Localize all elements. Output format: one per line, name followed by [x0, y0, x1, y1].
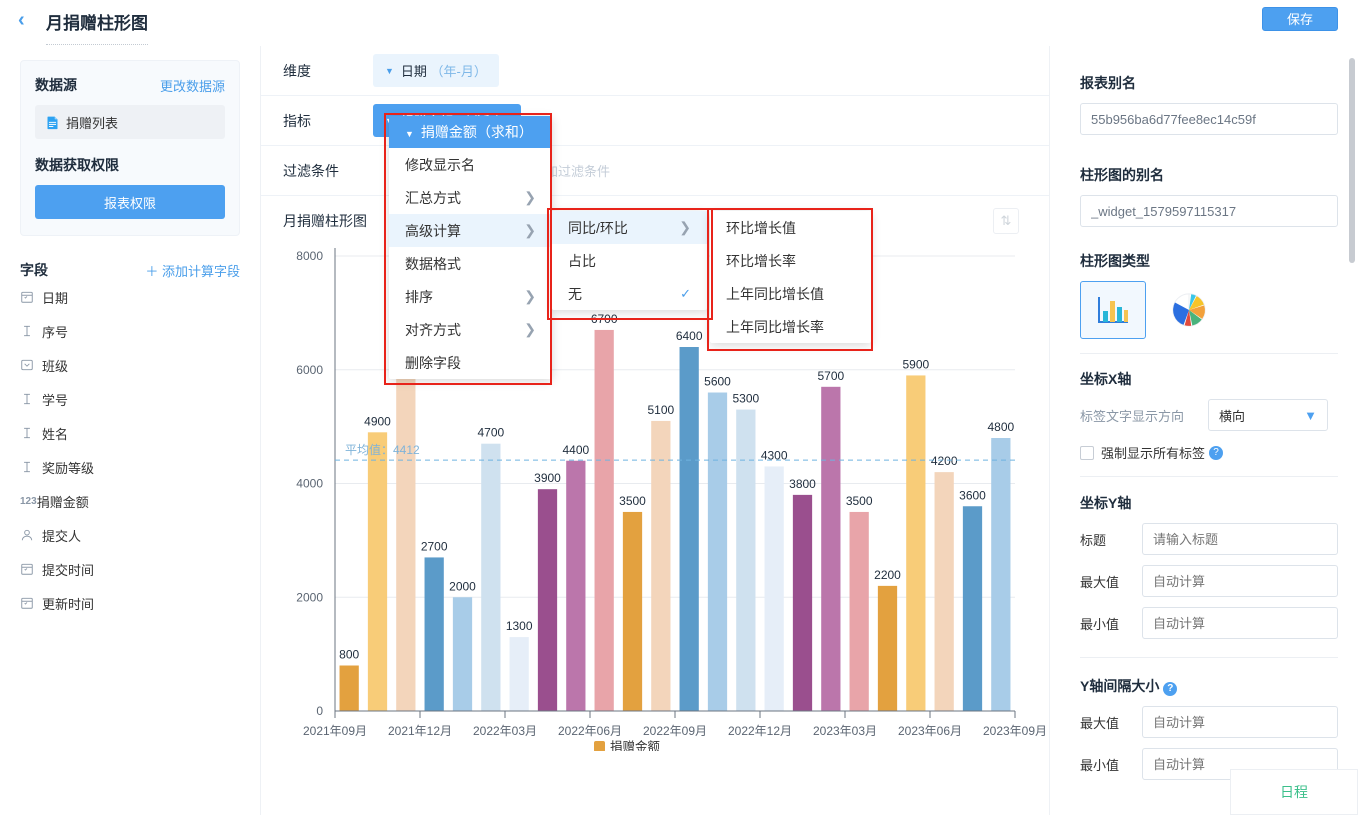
svg-text:8000: 8000	[296, 249, 323, 263]
svg-text:2000: 2000	[296, 590, 323, 604]
svg-text:3500: 3500	[846, 494, 873, 508]
svg-text:5100: 5100	[647, 403, 674, 417]
svg-text:3900: 3900	[534, 471, 561, 485]
svg-text:4300: 4300	[761, 448, 788, 462]
svg-text:2023年03月: 2023年03月	[813, 724, 877, 738]
svg-text:800: 800	[339, 648, 359, 662]
svg-text:3500: 3500	[619, 494, 646, 508]
svg-text:5300: 5300	[732, 392, 759, 406]
svg-text:2022年09月: 2022年09月	[643, 724, 707, 738]
svg-text:3600: 3600	[959, 488, 986, 502]
svg-text:2000: 2000	[449, 579, 476, 593]
svg-text:4900: 4900	[364, 414, 391, 428]
svg-text:5900: 5900	[902, 357, 929, 371]
svg-text:4200: 4200	[931, 454, 958, 468]
svg-text:2023年06月: 2023年06月	[898, 724, 962, 738]
svg-text:2022年03月: 2022年03月	[473, 724, 537, 738]
svg-text:5600: 5600	[704, 375, 731, 389]
svg-text:4000: 4000	[296, 477, 323, 491]
svg-text:2022年12月: 2022年12月	[728, 724, 792, 738]
svg-text:2200: 2200	[874, 568, 901, 582]
svg-text:3800: 3800	[789, 477, 816, 491]
svg-text:6700: 6700	[591, 312, 618, 326]
svg-text:2021年12月: 2021年12月	[388, 724, 452, 738]
svg-text:4800: 4800	[987, 420, 1014, 434]
svg-text:2021年09月: 2021年09月	[303, 724, 367, 738]
svg-text:2022年06月: 2022年06月	[558, 724, 622, 738]
svg-text:6000: 6000	[296, 363, 323, 377]
svg-text:2700: 2700	[421, 539, 448, 553]
svg-text:2023年09月: 2023年09月	[983, 724, 1047, 738]
svg-text:捐赠金额: 捐赠金额	[610, 739, 661, 751]
svg-text:6400: 6400	[676, 329, 703, 343]
svg-text:4700: 4700	[477, 426, 504, 440]
svg-text:平均值：4412: 平均值：4412	[345, 442, 420, 457]
svg-text:4400: 4400	[562, 443, 589, 457]
svg-text:0: 0	[316, 704, 323, 718]
svg-text:1300: 1300	[506, 619, 533, 633]
svg-text:5700: 5700	[817, 369, 844, 383]
